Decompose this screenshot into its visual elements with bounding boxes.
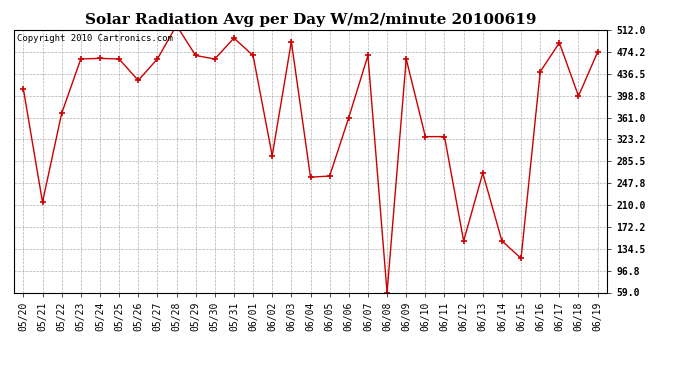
Text: Copyright 2010 Cartronics.com: Copyright 2010 Cartronics.com [17, 34, 172, 43]
Title: Solar Radiation Avg per Day W/m2/minute 20100619: Solar Radiation Avg per Day W/m2/minute … [85, 13, 536, 27]
